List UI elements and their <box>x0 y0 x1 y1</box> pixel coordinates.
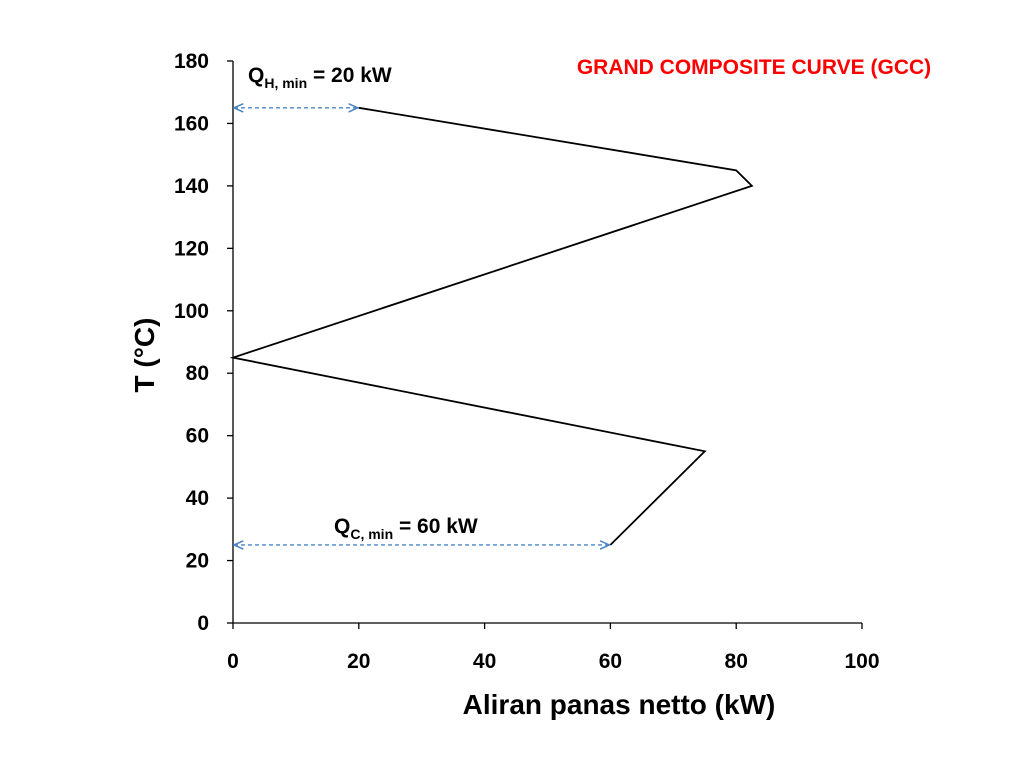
y-axis-title: T (°C) <box>129 318 160 393</box>
y-tick-label: 120 <box>174 237 209 260</box>
chart-title: GRAND COMPOSITE CURVE (GCC) <box>577 56 931 79</box>
x-tick-label: 0 <box>227 650 239 673</box>
x-tick-label: 80 <box>725 650 748 673</box>
qc-subscript: C, min <box>350 526 393 542</box>
x-tick-label: 20 <box>347 650 370 673</box>
y-tick-label: 100 <box>174 300 209 323</box>
y-tick-label: 60 <box>186 425 209 448</box>
ticks: 0 20 40 60 80 100 120 140 160 180 0 20 40 60 80 100 <box>174 50 880 673</box>
y-tick-label: 140 <box>174 175 209 198</box>
y-tick-label: 160 <box>174 112 209 135</box>
labels-layer: GRAND COMPOSITE CURVE (GCC) Aliran panas… <box>129 56 931 720</box>
x-axis-title: Aliran panas netto (kW) <box>463 689 776 720</box>
gcc-series-line <box>229 106 754 546</box>
annotation-arrows <box>234 108 609 545</box>
x-tick-label: 60 <box>599 650 622 673</box>
qc-main: Q <box>334 515 350 538</box>
y-tick-label: 0 <box>197 612 209 635</box>
y-tick-label: 180 <box>174 50 209 73</box>
qc-value: = 60 kW <box>393 515 478 538</box>
series-layer <box>229 106 754 546</box>
y-tick-label: 20 <box>186 550 209 573</box>
x-tick-label: 100 <box>844 650 879 673</box>
y-tick-label: 40 <box>186 487 209 510</box>
qh-value: = 20 kW <box>307 64 392 87</box>
x-tick-label: 40 <box>473 650 496 673</box>
y-tick-label: 80 <box>186 362 209 385</box>
qh-main: Q <box>248 64 264 87</box>
axes <box>232 61 862 624</box>
qh-subscript: H, min <box>264 75 307 91</box>
qc-min-label: QC, min = 60 kW <box>334 515 478 542</box>
qh-min-label: QH, min = 20 kW <box>248 64 392 91</box>
